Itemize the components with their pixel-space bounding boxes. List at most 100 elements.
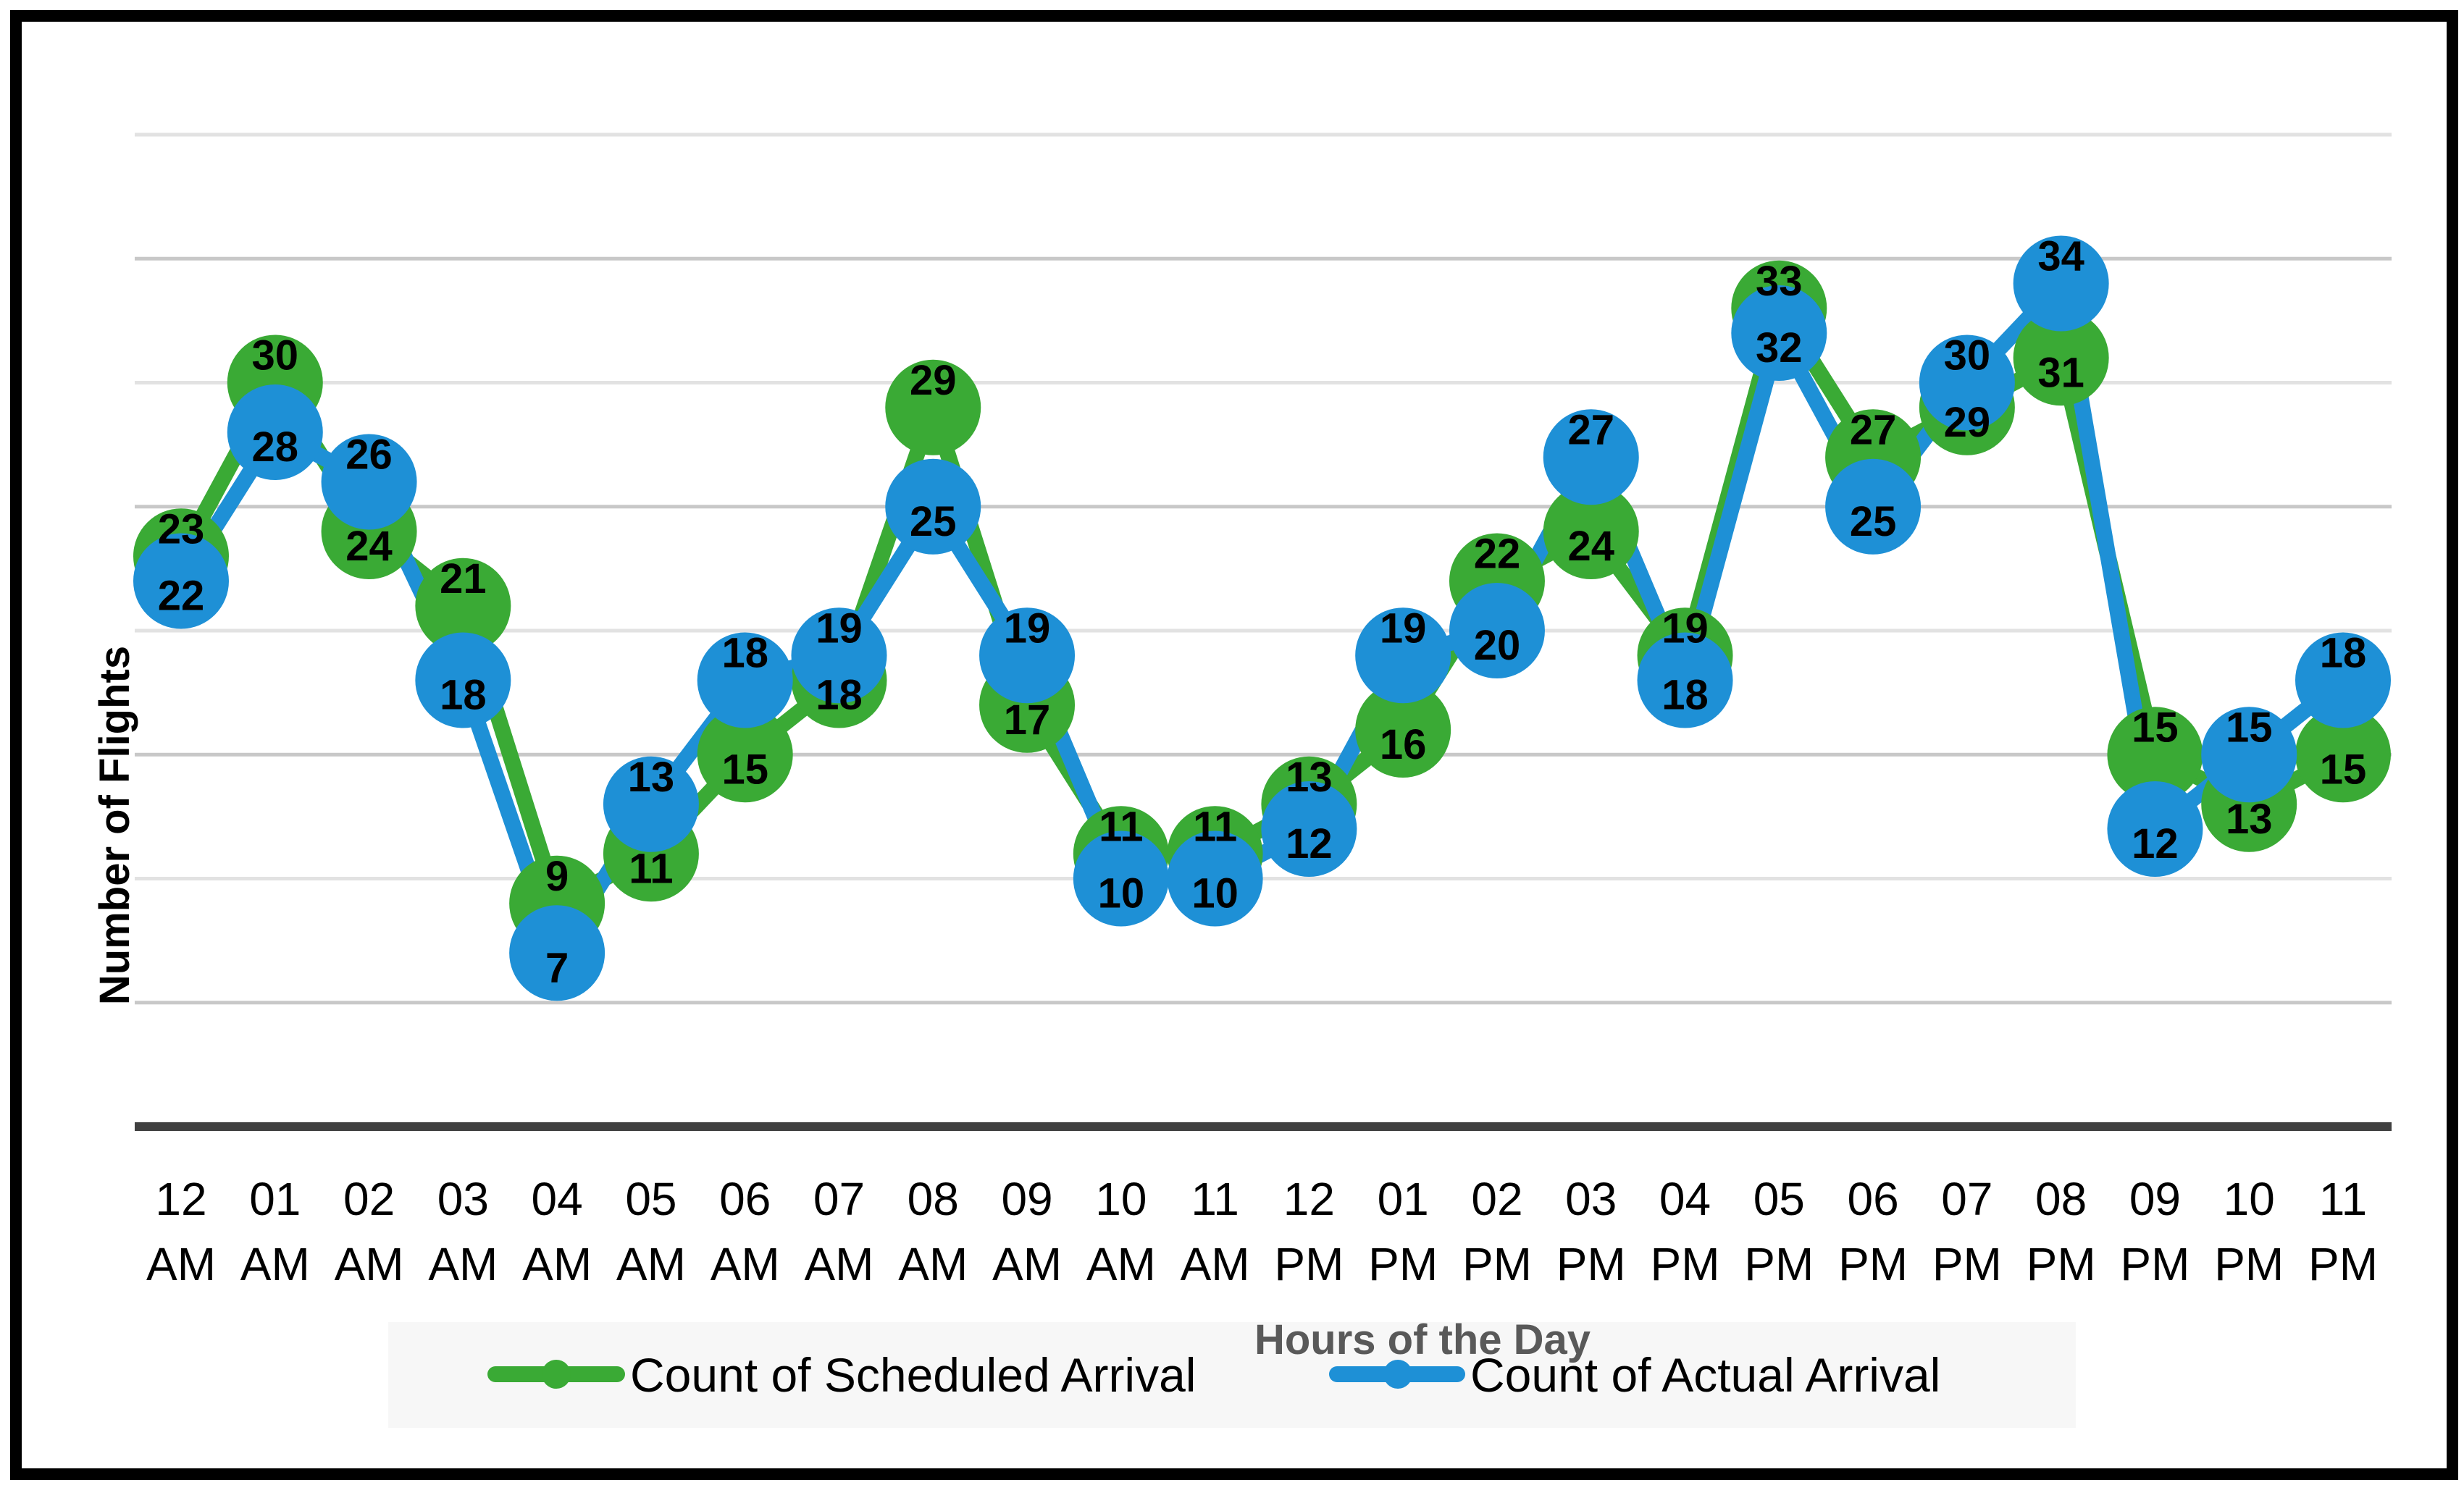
data-labels: 23 22 30 28 26 24 21 18 9 7 13 11 18 15 19 18 29 25 19 17 11… [158,233,2367,992]
data-label-scheduled: 13 [1286,754,1333,801]
point-scheduled [2013,310,2109,406]
data-label-scheduled: 22 [1474,531,1521,578]
x-tick-label-hour: 03 [437,1173,489,1225]
x-tick-label-period: AM [711,1238,780,1290]
x-tick-label-hour: 02 [343,1173,395,1225]
point-actual [2295,632,2391,728]
data-label-scheduled: 24 [1567,523,1614,570]
x-tick-label-period: AM [804,1238,873,1290]
x-tick-label-hour: 01 [249,1173,301,1225]
data-label-scheduled: 11 [1193,803,1237,850]
x-tick-label-hour: 02 [1471,1173,1522,1225]
x-tick-label-period: AM [335,1238,404,1290]
point-actual [1543,409,1639,505]
x-tick-label-hour: 12 [155,1173,206,1225]
data-label-scheduled: 18 [816,672,863,719]
x-tick-label-period: PM [2214,1238,2284,1290]
point-scheduled [1355,682,1451,778]
data-label-actual: 28 [252,424,299,471]
x-tick-label-hour: 08 [908,1173,959,1225]
data-label-actual: 34 [2037,233,2084,280]
point-actual [979,607,1076,704]
data-label-scheduled: 33 [1756,258,1803,305]
legend-marker-actual [1383,1360,1412,1389]
gridlines [135,132,2392,1005]
point-actual [2013,235,2109,332]
x-tick-label-hour: 11 [1191,1173,1239,1225]
legend-marker-scheduled [542,1360,571,1389]
legend-item-scheduled: Count of Scheduled Arrival [487,1348,1196,1402]
x-tick-label-period: PM [1274,1238,1344,1290]
x-tick-label-hour: 10 [2224,1173,2275,1225]
point-actual [1073,830,1169,927]
data-label-scheduled: 19 [1661,605,1709,652]
point-actual [1731,285,1827,381]
data-label-scheduled: 15 [721,746,768,793]
x-tick-label-period: PM [1651,1238,1720,1290]
point-scheduled [2107,707,2203,803]
point-scheduled [415,558,511,654]
data-label-scheduled: 29 [1944,399,1991,446]
data-label-scheduled: 24 [345,523,393,570]
data-label-actual: 10 [1191,870,1239,917]
data-label-actual: 25 [910,498,957,545]
x-tick-label-period: AM [240,1238,310,1290]
x-tick-label-hour: 11 [2319,1173,2367,1225]
data-label-actual: 19 [816,605,863,652]
x-tick-label-hour: 10 [1095,1173,1147,1225]
point-actual [2107,781,2203,877]
x-tick-label-period: AM [1181,1238,1250,1290]
data-label-scheduled: 11 [1099,803,1143,850]
data-label-actual: 20 [1474,622,1521,669]
point-actual [885,458,981,555]
data-label-scheduled: 13 [2226,796,2273,843]
point-actual [2201,707,2297,803]
point-scheduled [1543,484,1639,579]
data-markers [133,235,2391,1001]
data-label-scheduled: 27 [1850,406,1897,453]
x-axis-title: Hours of the Day [1254,1316,1591,1363]
data-label-scheduled: 15 [2132,704,2179,751]
x-tick-label-hour: 01 [1378,1173,1429,1225]
data-label-actual: 22 [158,573,205,620]
data-label-actual: 15 [2226,704,2273,751]
data-label-scheduled: 11 [629,845,673,892]
data-label-actual: 12 [2132,820,2179,867]
point-actual [321,434,417,530]
data-label-actual: 30 [1944,332,1991,379]
data-label-scheduled: 17 [1004,697,1051,744]
legend-item-actual: Count of Actual Arrival [1329,1348,1940,1402]
point-actual [1637,632,1733,728]
point-actual [1167,830,1263,927]
x-tick-label-period: PM [1462,1238,1532,1290]
x-tick-label-period: PM [1932,1238,2002,1290]
data-label-actual: 18 [2320,630,2367,677]
x-tick-label-hour: 08 [2035,1173,2087,1225]
x-tick-labels: 12 AM 01 AM 02 AM 03 AM 04 AM 05 AM 06 AM 07 AM 08 AM 09 AM… [146,1173,2378,1290]
data-label-actual: 19 [1004,605,1051,652]
data-label-actual: 25 [1850,498,1897,545]
point-scheduled [2295,707,2391,803]
x-tick-label-hour: 04 [1659,1173,1711,1225]
x-tick-label-hour: 06 [1847,1173,1898,1225]
point-actual [603,756,699,852]
data-label-scheduled: 16 [1380,721,1427,768]
x-tick-label-hour: 04 [532,1173,583,1225]
data-label-actual: 18 [1661,672,1709,719]
point-actual [133,533,229,629]
data-label-scheduled: 30 [252,332,299,379]
x-tick-label-period: AM [992,1238,1062,1290]
x-tick-label-period: PM [2120,1238,2189,1290]
data-label-actual: 7 [545,944,569,991]
data-label-actual: 27 [1567,406,1614,453]
x-tick-label-period: AM [1086,1238,1156,1290]
data-label-actual: 18 [721,630,768,677]
x-tick-label-period: AM [428,1238,498,1290]
x-tick-label-period: AM [146,1238,216,1290]
point-actual [415,632,511,728]
y-axis-title: Number of Flights [91,646,138,1005]
data-label-actual: 32 [1756,324,1803,371]
data-label-actual: 18 [440,672,487,719]
data-label-actual: 26 [345,432,393,479]
